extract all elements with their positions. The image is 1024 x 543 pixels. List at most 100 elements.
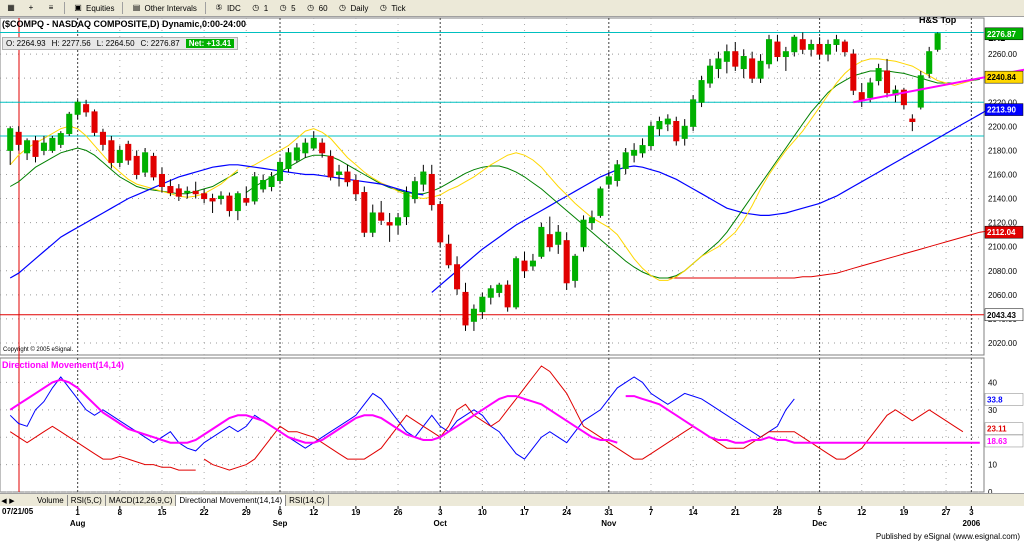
interval-idc[interactable]: ⑤ IDC	[212, 2, 243, 15]
candle-body	[395, 217, 402, 226]
pattern-annotation: H&S Top	[919, 17, 957, 25]
candle-body	[310, 137, 317, 149]
interval-5-icon: ◷	[279, 3, 287, 12]
candle-body	[833, 39, 840, 45]
dm-label: 23.11	[987, 425, 1007, 434]
interval-5-label: 5	[291, 3, 296, 13]
candle-body	[285, 152, 292, 169]
tab-volume[interactable]: Volume	[34, 494, 68, 507]
candle-body	[858, 92, 865, 101]
candle-body	[774, 41, 781, 58]
low-value: L: 2264.50	[96, 39, 135, 48]
candle-body	[243, 198, 250, 203]
candle-body	[260, 179, 267, 190]
interval-tick-icon: ◷	[379, 3, 387, 12]
x-day-label: 1	[75, 508, 80, 517]
candle-body	[841, 41, 848, 53]
ohlc-readout: O: 2264.93 H: 2277.56 L: 2264.50 C: 2276…	[2, 37, 239, 50]
candle-body	[49, 137, 56, 151]
interval-60-label: 60	[318, 3, 328, 13]
candle-body	[588, 217, 595, 224]
x-day-label: 14	[689, 508, 698, 517]
candle-body	[656, 121, 663, 130]
x-day-label: 3	[438, 508, 443, 517]
equities-icon: ▣	[74, 3, 82, 12]
candle-body	[142, 152, 149, 173]
indicator-tab-bar: ◀ ▶ Volume RSI(5,C) MACD(12,26,9,C) Direction…	[0, 493, 1024, 507]
candle-body	[74, 101, 81, 115]
candle-body	[867, 82, 874, 98]
x-month-label: Dec	[812, 519, 827, 528]
net-change: Net: +13.41	[185, 39, 235, 48]
x-day-label: 10	[478, 508, 487, 517]
interval-60[interactable]: ◷ 60	[304, 2, 330, 15]
interval-5[interactable]: ◷ 5	[276, 2, 297, 15]
chart-icon[interactable]: ▦	[4, 2, 18, 15]
interval-tick[interactable]: ◷ Tick	[376, 2, 407, 15]
candle-body	[639, 145, 646, 154]
price-tick-label: 2100.00	[988, 243, 1017, 252]
candle-body	[133, 155, 140, 175]
candle-body	[487, 288, 494, 298]
tab-rsi-5-c[interactable]: RSI(5,C)	[68, 494, 106, 507]
interval-daily[interactable]: ◷ Daily	[336, 2, 371, 15]
close-value: C: 2276.87	[140, 39, 180, 48]
other-intervals-menu[interactable]: ▤ Other Intervals	[129, 2, 198, 15]
candle-body	[116, 149, 123, 163]
x-day-label: 19	[899, 508, 908, 517]
interval-daily-icon: ◷	[339, 3, 347, 12]
price-label: 2240.84	[987, 73, 1016, 82]
candle-body	[631, 149, 638, 156]
candle-body	[226, 195, 233, 212]
candle-body	[765, 39, 773, 65]
add-icon[interactable]: +	[24, 2, 38, 15]
toolbar-separator	[122, 2, 124, 14]
x-day-label: 28	[773, 508, 782, 517]
candle-body	[319, 142, 326, 154]
x-day-label: 29	[242, 508, 251, 517]
price-label-box	[984, 27, 1024, 41]
candle-body	[91, 111, 98, 133]
x-day-label: 5	[817, 508, 822, 517]
tab-directional-movement-14-14[interactable]: Directional Movement(14,14)	[176, 494, 287, 507]
candle-body	[454, 264, 461, 290]
candle-body	[378, 212, 385, 221]
price-tick-label: 2220.00	[988, 98, 1017, 107]
x-month-label: Nov	[601, 519, 617, 528]
price-tick-label: 2160.00	[988, 170, 1017, 179]
x-day-label: 17	[520, 508, 529, 517]
candle-body	[335, 171, 343, 175]
candle-body	[572, 255, 579, 281]
interval-1[interactable]: ◷ 1	[249, 2, 270, 15]
candle-body	[251, 176, 258, 202]
neckline-trendline	[853, 68, 1024, 104]
ma-mid-line	[246, 70, 980, 279]
x-day-label: 12	[857, 508, 866, 517]
candle-body	[201, 193, 208, 200]
price-tick-label: 2060.00	[988, 291, 1017, 300]
toolbar: ▦ + ≡ ▣ Equities ▤ Other Intervals ⑤ IDC ◷ 1 ◷ 5 ◷ 60 ◷…	[0, 0, 1024, 17]
tab-rsi-14-c[interactable]: RSI(14,C)	[286, 494, 329, 507]
x-month-label: Oct	[434, 519, 448, 528]
x-day-label: 19	[351, 508, 360, 517]
x-day-label: 31	[604, 508, 613, 517]
price-tick-label: 2200.00	[988, 122, 1017, 131]
tab-macd-12-26-9-c[interactable]: MACD(12,26,9,C)	[106, 494, 177, 507]
open-value: O: 2264.93	[6, 39, 46, 48]
symbol-icon[interactable]: ≡	[44, 2, 58, 15]
tab-scroll-right[interactable]: ▶	[9, 497, 15, 505]
x-day-label: 12	[309, 508, 318, 517]
candle-body	[521, 260, 528, 272]
candle-body	[850, 53, 857, 91]
tab-scroll-left[interactable]: ◀	[1, 497, 7, 505]
price-label-box	[984, 308, 1024, 322]
candle-body	[158, 173, 166, 187]
x-day-label: 8	[118, 508, 123, 517]
candle-body	[192, 190, 199, 195]
candle-body	[791, 36, 798, 53]
chart-area: 2020.002040.002060.002080.002100.002120.…	[0, 17, 1024, 497]
equities-menu[interactable]: ▣ Equities	[71, 2, 116, 15]
dm-label-box	[984, 393, 1024, 406]
chart-icon: ▦	[7, 3, 15, 12]
candle-body	[234, 193, 241, 212]
